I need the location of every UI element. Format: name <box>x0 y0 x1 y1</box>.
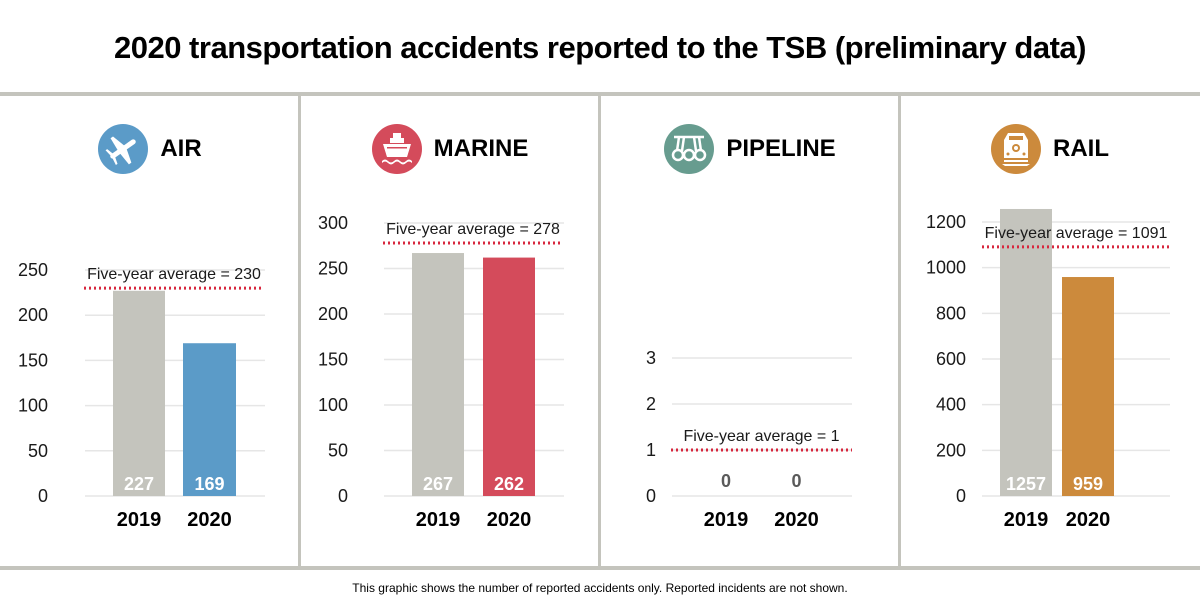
pipeline-icon <box>664 124 715 174</box>
y-tick-label: 200 <box>936 440 966 460</box>
panel-header: AIR <box>0 124 300 174</box>
y-tick-label: 100 <box>18 396 48 416</box>
panel-air: AIR 0 50 100 150 200 250 227 2019 169 2020 Five-ye… <box>0 96 300 568</box>
panel-marine: MARINE 0 50 100 150 200 250 300 267 2019 262 2020 F… <box>300 96 600 568</box>
panel-divider <box>598 94 601 568</box>
y-tick-label: 600 <box>936 349 966 369</box>
y-tick-label: 300 <box>318 213 348 233</box>
value-label: 267 <box>423 474 453 494</box>
x-category-label: 2019 <box>117 509 162 531</box>
y-tick-label: 1 <box>646 440 656 460</box>
panel-header: RAIL <box>900 124 1200 174</box>
bar-2019 <box>1000 208 1052 497</box>
panel-pipeline: PIPELINE 0 1 2 3 0 2019 0 2020 Five-year average… <box>600 96 900 568</box>
y-tick-label: 0 <box>38 486 48 506</box>
panel-header: PIPELINE <box>600 124 900 174</box>
bar-2019 <box>113 290 165 496</box>
panel-header: MARINE <box>300 124 600 174</box>
y-tick-label: 0 <box>646 486 656 506</box>
y-tick-label: 200 <box>318 304 348 324</box>
bar-2020 <box>483 257 535 496</box>
value-label: 0 <box>721 471 731 491</box>
y-tick-label: 0 <box>338 486 348 506</box>
y-tick-label: 50 <box>28 441 48 461</box>
airplane-icon <box>98 124 149 174</box>
ship-icon <box>371 124 422 174</box>
mode-label: RAIL <box>1053 135 1109 162</box>
panel-divider <box>298 94 301 568</box>
bar-2019 <box>412 253 464 496</box>
y-tick-label: 1000 <box>926 258 966 278</box>
y-tick-label: 3 <box>646 348 656 368</box>
value-label: 262 <box>494 474 524 494</box>
y-tick-label: 150 <box>318 350 348 370</box>
y-tick-label: 1200 <box>926 212 966 232</box>
y-tick-label: 200 <box>18 305 48 325</box>
train-icon <box>991 124 1041 174</box>
y-tick-label: 250 <box>18 260 48 280</box>
x-category-label: 2020 <box>1066 509 1111 531</box>
value-label: 169 <box>194 474 224 494</box>
five-year-average-label: Five-year average = 278 <box>386 221 560 238</box>
x-category-label: 2019 <box>704 509 749 531</box>
value-label: 959 <box>1073 474 1103 494</box>
five-year-average-label: Five-year average = 1091 <box>985 225 1168 242</box>
y-tick-label: 800 <box>936 303 966 323</box>
y-tick-label: 400 <box>936 395 966 415</box>
bar-2020 <box>183 343 236 496</box>
x-category-label: 2020 <box>774 509 819 531</box>
value-label: 0 <box>791 471 801 491</box>
five-year-average-label: Five-year average = 1 <box>683 428 839 445</box>
y-tick-label: 0 <box>956 486 966 506</box>
mode-label: PIPELINE <box>726 135 836 162</box>
x-category-label: 2020 <box>187 509 232 531</box>
mode-label: AIR <box>160 135 202 162</box>
five-year-average-label: Five-year average = 230 <box>87 266 261 283</box>
bar-2020 <box>1062 277 1114 496</box>
y-tick-label: 150 <box>18 350 48 370</box>
infographic-title: 2020 transportation accidents reported t… <box>113 30 1087 65</box>
y-tick-label: 100 <box>318 395 348 415</box>
value-label: 227 <box>124 474 154 494</box>
panel-rail: RAIL 0 200 400 600 800 1000 1200 1257 2019 959 202… <box>900 96 1200 568</box>
bar-chart: 0 1 2 3 0 2019 0 2020 Five-year average = 1 <box>646 348 852 531</box>
x-category-label: 2020 <box>487 509 532 531</box>
bar-chart: 0 50 100 150 200 250 227 2019 169 2020 Five-year a… <box>18 260 265 531</box>
bar-chart: 0 200 400 600 800 1000 1200 1257 2019 959 2020 Five… <box>926 208 1170 531</box>
x-category-label: 2019 <box>416 509 461 531</box>
bar-chart: 0 50 100 150 200 250 300 267 2019 262 2020 Five-yea… <box>318 213 564 531</box>
footnote: This graphic shows the number of reporte… <box>352 581 848 595</box>
value-label: 1257 <box>1006 474 1046 494</box>
bottom-divider <box>0 566 1200 570</box>
mode-label: MARINE <box>433 135 529 162</box>
x-category-label: 2019 <box>1004 509 1049 531</box>
panel-divider <box>898 94 901 568</box>
y-tick-label: 2 <box>646 394 656 414</box>
y-tick-label: 250 <box>318 259 348 279</box>
y-tick-label: 50 <box>328 441 348 461</box>
